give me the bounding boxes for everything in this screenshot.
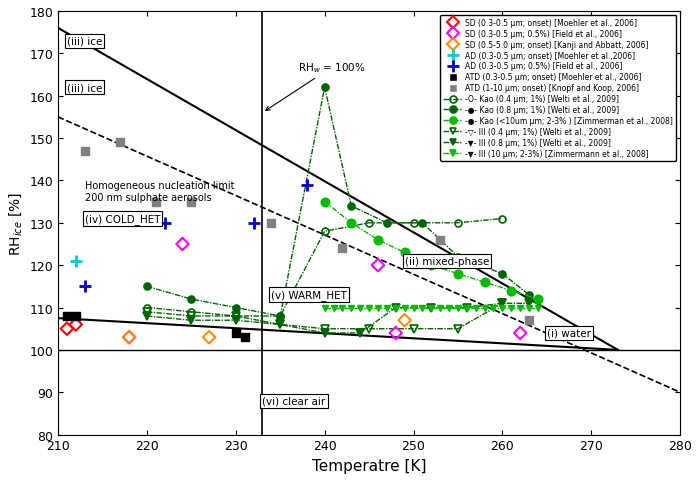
Point: [266, 219, 277, 227]
Point: [177, 240, 188, 248]
Point: [239, 334, 250, 341]
Point: [159, 219, 171, 227]
Point: [373, 262, 384, 269]
Point: [514, 329, 526, 337]
Point: [70, 312, 81, 320]
Point: [203, 334, 215, 341]
Text: (i) water: (i) water: [547, 328, 591, 338]
Text: RH$_w$ = 100%: RH$_w$ = 100%: [266, 61, 366, 111]
Legend: SD (0.3-0.5 μm; onset) [Moehler et al., 2006], SD (0.3-0.5 μm; 0.5%) [Field et a: SD (0.3-0.5 μm; onset) [Moehler et al., …: [440, 16, 677, 161]
Text: (iv) COLD_HET: (iv) COLD_HET: [85, 214, 160, 225]
Point: [124, 334, 135, 341]
Text: (iii) ice: (iii) ice: [67, 36, 102, 47]
Text: (ii) mixed-phase: (ii) mixed-phase: [405, 256, 489, 266]
Point: [524, 317, 535, 324]
Point: [230, 329, 241, 337]
Point: [390, 329, 401, 337]
Point: [115, 139, 126, 147]
Point: [62, 312, 73, 320]
Point: [70, 321, 81, 329]
Point: [186, 198, 197, 206]
Point: [337, 245, 348, 252]
Point: [399, 317, 410, 324]
Point: [70, 258, 81, 265]
Text: (iii) ice: (iii) ice: [67, 83, 102, 93]
Point: [301, 181, 312, 189]
Point: [150, 198, 161, 206]
Point: [248, 219, 259, 227]
Text: (vi) clear air: (vi) clear air: [262, 396, 326, 406]
Text: Homogeneous nucleation limit
200 nm sulphate aerosols: Homogeneous nucleation limit 200 nm sulp…: [85, 181, 234, 203]
Point: [124, 334, 135, 341]
Point: [79, 283, 90, 290]
Point: [79, 148, 90, 156]
Point: [62, 325, 73, 333]
Point: [435, 236, 446, 244]
X-axis label: Temperatre [K]: Temperatre [K]: [312, 458, 426, 473]
Text: (v) WARM_HET: (v) WARM_HET: [271, 290, 347, 300]
Y-axis label: RH$_{ice}$ [%]: RH$_{ice}$ [%]: [7, 192, 24, 255]
